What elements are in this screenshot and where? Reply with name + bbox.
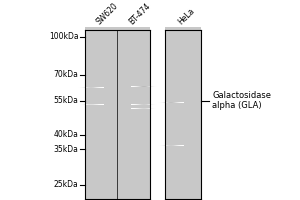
Text: 25kDa: 25kDa xyxy=(54,180,79,189)
Text: 70kDa: 70kDa xyxy=(54,70,79,79)
Text: 35kDa: 35kDa xyxy=(54,145,79,154)
Text: 40kDa: 40kDa xyxy=(54,130,79,139)
Bar xyxy=(85,27,150,199)
Text: SW620: SW620 xyxy=(94,1,120,27)
Bar xyxy=(165,27,200,199)
Text: 55kDa: 55kDa xyxy=(54,96,79,105)
Text: HeLa: HeLa xyxy=(176,7,196,27)
Text: BT-474: BT-474 xyxy=(127,2,152,27)
Text: Galactosidase
alpha (GLA): Galactosidase alpha (GLA) xyxy=(212,91,272,110)
Text: 100kDa: 100kDa xyxy=(49,32,79,41)
